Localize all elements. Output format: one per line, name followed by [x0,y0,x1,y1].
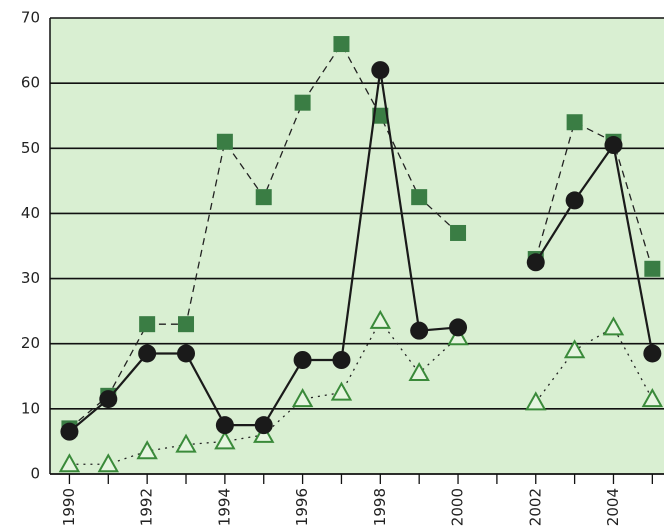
point [177,344,196,363]
point [333,36,350,53]
point [214,430,236,450]
y-tick-label: 0 [30,465,40,483]
point [139,316,156,333]
y-tick-label: 60 [21,74,40,92]
point [566,114,583,131]
point [602,316,625,336]
y-tick-label: 70 [21,9,40,27]
x-tick-label: 1998 [371,488,389,526]
x-tick-label: 2004 [604,488,622,526]
point [60,422,79,441]
x-tick-label: 2000 [449,488,467,526]
point [644,260,661,277]
point [97,453,120,473]
point [291,388,314,408]
point [372,107,389,124]
point [58,453,81,473]
point [178,316,195,333]
point [410,321,429,340]
x-tick-label: 1990 [60,488,78,526]
x-tick-label: 2002 [526,488,544,526]
point [641,388,664,408]
point [255,189,272,206]
y-tick-label: 20 [21,334,40,352]
point [449,318,468,337]
point [175,433,197,453]
point [371,61,390,80]
point [604,136,623,155]
point [99,390,118,409]
point [450,224,467,241]
y-tick-label: 10 [21,399,40,417]
series-line [535,121,653,269]
point [369,309,392,329]
y-tick-label: 50 [21,139,40,157]
y-tick-label: 30 [21,269,40,287]
point [525,391,547,411]
point [215,416,234,435]
point [565,191,584,210]
point [216,133,233,150]
point [526,253,545,272]
x-tick-label: 1992 [138,488,156,526]
point [294,94,311,111]
point [408,361,430,382]
point [293,351,312,369]
point [643,344,662,363]
x-tick-label: 1996 [293,488,311,526]
series-line [534,142,654,354]
point [330,381,353,401]
y-tick-label: 40 [21,204,40,222]
point [332,351,351,369]
point [563,339,586,359]
point [411,189,428,206]
point [138,344,157,363]
point [136,440,158,460]
x-tick-label: 1994 [215,488,233,526]
point [254,416,273,435]
